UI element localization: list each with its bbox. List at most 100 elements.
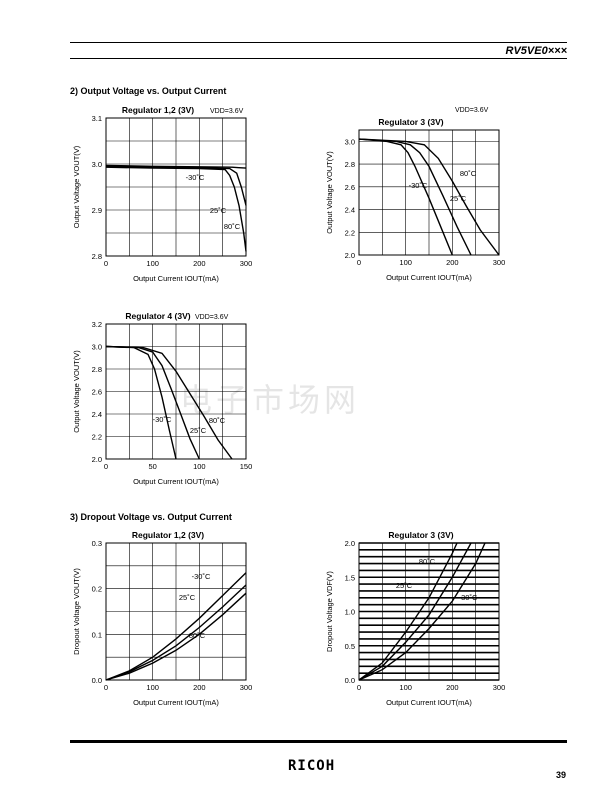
section-title-output-voltage: 2) Output Voltage vs. Output Current bbox=[70, 86, 227, 96]
y-tick-label: 0.0 bbox=[92, 676, 102, 685]
series-line bbox=[105, 165, 247, 206]
series-line bbox=[105, 345, 200, 460]
x-tick-label: 200 bbox=[446, 258, 459, 267]
y-axis-label: Output Voltage VOUT(V) bbox=[72, 350, 81, 433]
y-tick-label: 3.2 bbox=[92, 320, 102, 329]
series-line bbox=[358, 542, 472, 681]
y-tick-label: 1.0 bbox=[345, 608, 355, 617]
x-axis-label: Output Current IOUT(mA) bbox=[133, 477, 219, 486]
y-tick-label: 2.2 bbox=[92, 433, 102, 442]
x-tick-label: 150 bbox=[240, 462, 253, 471]
chart-note: VDD=3.6V bbox=[195, 314, 229, 321]
y-tick-label: 0.2 bbox=[92, 585, 102, 594]
x-tick-label: 100 bbox=[146, 683, 159, 692]
x-tick-label: 200 bbox=[193, 259, 206, 268]
x-axis-label: Output Current IOUT(mA) bbox=[386, 273, 472, 282]
series-line bbox=[105, 584, 247, 681]
footer-rule bbox=[70, 740, 567, 743]
series-line bbox=[105, 572, 247, 681]
series-line bbox=[105, 164, 247, 169]
x-tick-label: 0 bbox=[357, 683, 361, 692]
x-tick-label: 100 bbox=[146, 259, 159, 268]
series-line bbox=[358, 138, 453, 256]
y-tick-label: 2.4 bbox=[345, 206, 355, 215]
x-tick-label: 0 bbox=[104, 259, 108, 268]
y-axis-label: Output Voltage VOUT(V) bbox=[72, 145, 81, 228]
x-tick-label: 100 bbox=[399, 683, 412, 692]
x-tick-label: 50 bbox=[148, 462, 156, 471]
header-rule-bottom bbox=[70, 58, 567, 59]
x-tick-label: 0 bbox=[104, 683, 108, 692]
series-label: 80˚C bbox=[460, 169, 477, 178]
y-tick-label: 2.0 bbox=[92, 455, 102, 464]
chart-title: Regulator 4 (3V) bbox=[125, 311, 190, 321]
x-tick-label: 100 bbox=[399, 258, 412, 267]
chart-title: Regulator 1,2 (3V) bbox=[122, 105, 194, 115]
y-axis-label: Output Voltage VOUT(V) bbox=[325, 151, 334, 234]
chart-title: Regulator 1,2 (3V) bbox=[132, 530, 204, 540]
plot-frame bbox=[358, 129, 500, 256]
series-line bbox=[105, 345, 233, 460]
chart-note: VDD=3.6V bbox=[455, 107, 489, 114]
series-line bbox=[358, 138, 500, 256]
y-tick-label: 2.4 bbox=[92, 410, 102, 419]
ricoh-logo: RICOH bbox=[288, 758, 336, 774]
x-tick-label: 0 bbox=[357, 258, 361, 267]
y-tick-label: 2.8 bbox=[345, 160, 355, 169]
chart-reg12-dropout-voltage: 0 100 200 300 0.0 0.1 0.2 0.3 Regulator 1,2 (3V)… bbox=[72, 530, 253, 707]
series-line bbox=[105, 592, 247, 681]
chart-title: Regulator 3 (3V) bbox=[378, 117, 443, 127]
chart-reg12-output-voltage: 0 100 200 300 2.8 2.9 3.0 3.1 Regulator 1,2 (3V)… bbox=[72, 105, 253, 283]
x-axis-label: Output Current IOUT(mA) bbox=[386, 698, 472, 707]
series-line bbox=[105, 345, 177, 460]
series-label: 80˚C bbox=[419, 557, 436, 566]
y-tick-label: 0.1 bbox=[92, 630, 102, 639]
y-tick-label: 2.0 bbox=[345, 539, 355, 548]
x-tick-label: 200 bbox=[446, 683, 459, 692]
series-label: -30˚C bbox=[192, 572, 211, 581]
series-label: 25˚C bbox=[179, 593, 196, 602]
x-tick-label: 300 bbox=[240, 683, 253, 692]
y-tick-label: 3.0 bbox=[92, 343, 102, 352]
part-number: RV5VE0××× bbox=[505, 45, 567, 57]
y-axis-label: Dropout Voltage VOUT(V) bbox=[72, 568, 81, 655]
series-label: -30˚C bbox=[459, 593, 478, 602]
chart-reg3-output-voltage: 0 100 200 300 2.0 2.2 2.4 2.6 2.8 3.0 Regulator 3 … bbox=[325, 107, 506, 282]
y-tick-label: 2.9 bbox=[92, 206, 102, 215]
x-tick-label: 200 bbox=[193, 683, 206, 692]
y-tick-label: 3.0 bbox=[92, 160, 102, 169]
y-axis-label: Dropout Voltage VDF(V) bbox=[325, 571, 334, 652]
x-tick-label: 300 bbox=[240, 259, 253, 268]
series-label: -30˚C bbox=[186, 173, 205, 182]
series-label: 25˚C bbox=[450, 194, 467, 203]
x-axis-label: Output Current IOUT(mA) bbox=[133, 274, 219, 283]
y-tick-label: 0.0 bbox=[345, 676, 355, 685]
y-tick-label: 0.5 bbox=[345, 642, 355, 651]
x-axis-label: Output Current IOUT(mA) bbox=[133, 698, 219, 707]
header-rule-top bbox=[70, 42, 567, 43]
series-label: 80˚C bbox=[224, 222, 241, 231]
watermark: 电子市场网 bbox=[180, 381, 361, 419]
series-line bbox=[105, 166, 247, 252]
x-tick-label: 0 bbox=[104, 462, 108, 471]
series-line bbox=[358, 542, 486, 681]
page-number: 39 bbox=[555, 770, 566, 780]
y-tick-label: 1.5 bbox=[345, 573, 355, 582]
y-tick-label: 2.6 bbox=[345, 183, 355, 192]
plot-frame bbox=[105, 117, 247, 257]
series-label: 25˚C bbox=[396, 581, 413, 590]
series-line bbox=[358, 542, 458, 681]
y-tick-label: 2.8 bbox=[92, 252, 102, 261]
y-tick-label: 0.3 bbox=[92, 539, 102, 548]
y-tick-label: 2.6 bbox=[92, 388, 102, 397]
chart-title: Regulator 3 (3V) bbox=[388, 530, 453, 540]
y-tick-label: 3.0 bbox=[345, 137, 355, 146]
y-tick-label: 2.0 bbox=[345, 251, 355, 260]
series-label: 25˚C bbox=[190, 426, 207, 435]
series-label: 80˚C bbox=[209, 416, 226, 425]
series-label: 25˚C bbox=[210, 206, 227, 215]
series-label: -30˚C bbox=[409, 181, 428, 190]
x-tick-label: 300 bbox=[493, 258, 506, 267]
section-title-dropout-voltage: 3) Dropout Voltage vs. Output Current bbox=[70, 512, 232, 522]
plot-frame bbox=[358, 542, 500, 681]
